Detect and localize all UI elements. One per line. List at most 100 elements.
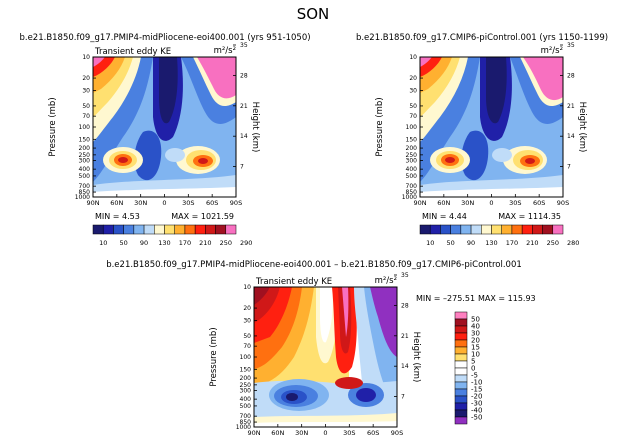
panel-picontrol: b.e21.B1850.f09_g17.CMIP6-piControl.001 … [356,33,608,221]
colorbar-swatch [92,224,104,235]
x-tick-label: 30S [509,199,521,207]
y-tick-label-right: 21 [567,103,575,110]
colorbar-label: -20 [471,393,482,401]
y-tick-label: 70 [409,113,417,120]
y-tick-label: 700 [406,183,418,190]
y-tick-label: 250 [240,382,252,389]
colorbar-label: 20 [471,337,480,345]
y-ticks-right: 35 28 21 14 7 [394,272,409,401]
y-tick-label: 50 [82,103,90,110]
colorbar-swatch [454,360,468,369]
colorbar-label: -50 [471,414,482,422]
min-label: MIN = 4.53 [95,212,140,221]
y-tick-label: 70 [243,343,251,350]
y-tick-label-right: 28 [401,302,409,309]
y-tick-label-right: 7 [240,164,244,171]
panel-midpliocene: b.e21.B1850.f09_g17.PMIP4-midPliocene-eo… [19,33,310,221]
colorbar-swatch [454,332,468,341]
y-tick-label: 150 [406,136,418,143]
colorbar-label: 0 [471,365,475,373]
units-label: m²/s² [541,46,563,56]
colorbar-label: 130 [158,239,170,247]
units-label: m²/s² [214,46,236,56]
x-tick-label: 90N [86,199,99,207]
x-ticks: 90N 60N 30N 0 30S 60S 90S [247,424,403,437]
units-label: m²/s² [375,276,397,286]
colorbar-swatch [491,224,502,235]
colorbar-swatch [454,353,468,362]
max-label: MAX = 1114.35 [498,212,561,221]
contour-field [420,57,563,197]
y-tick-label: 100 [406,124,418,131]
y-tick-label-right: 14 [401,363,409,370]
y-tick-label: 400 [240,396,252,403]
colorbar-swatch [113,224,124,235]
colorbar-label: 15 [471,344,480,352]
x-ticks: 90N 60N 30N 0 30S 60S 90S [86,194,242,207]
colorbar-swatch [225,224,237,235]
colorbar-midpliocene: 10 50 90 130 170 210 250 290 [92,224,252,247]
y-tick-label: 250 [406,152,418,159]
y-tick-label-right: 14 [240,133,248,140]
y-tick-label: 1000 [75,194,90,201]
diff-max-label: MAX = 115.93 [478,294,536,303]
x-tick-label: 60N [271,429,284,437]
colorbar-label: 290 [240,239,252,247]
colorbar-swatch [511,224,523,235]
y-tick-label: 20 [243,305,251,312]
x-tick-label: 30N [461,199,474,207]
y-tick-label: 1000 [402,194,417,201]
colorbar-label: 30 [471,330,480,338]
x-tick-label: 90N [247,429,260,437]
panel-subtitle: Transient eddy KE [94,47,171,57]
colorbar-label: -5 [471,372,478,380]
colorbar-swatch [164,224,175,235]
colorbar-label: 50 [447,239,455,247]
colorbar-swatch [123,224,135,235]
colorbar-swatch [419,224,431,235]
y-tick-label: 200 [79,145,91,152]
y-ticks-right: 35 28 21 14 7 [560,42,575,171]
colorbar-label: 250 [220,239,232,247]
colorbar-swatch [184,224,196,235]
colorbar-swatch [133,224,145,235]
colorbar-swatch [102,224,114,235]
colorbar-label: -40 [471,407,482,415]
y-tick-label: 150 [79,136,91,143]
colorbar-swatch [205,224,216,235]
x-tick-label: 60S [206,199,218,207]
colorbar-swatch [460,224,472,235]
y-axis-label-right: Height (km) [411,332,421,383]
y-tick-label-right: 35 [567,42,575,49]
colorbar-swatch [454,374,468,383]
y-tick-label: 50 [243,333,251,340]
y-tick-label: 10 [243,284,251,291]
colorbar-swatch [521,224,533,235]
y-axis-label: Pressure (mb) [375,97,385,156]
x-tick-label: 30N [134,199,147,207]
panel-subtitle: Transient eddy KE [255,277,332,287]
x-tick-label: 0 [489,199,493,207]
colorbar-swatch [454,325,468,334]
max-label: MAX = 1021.59 [171,212,234,221]
y-tick-label: 500 [79,173,91,180]
x-ticks: 90N 60N 30N 0 30S 60S 90S [413,194,569,207]
colorbar-swatch [542,224,554,235]
x-tick-label: 90S [557,199,569,207]
contour-field [254,287,397,427]
y-tick-label: 20 [409,75,417,82]
colorbar-picontrol: 10 50 90 130 170 210 250 280 [419,224,579,247]
colorbar-label: 10 [471,351,480,359]
y-tick-label-right: 7 [567,164,571,171]
colorbar-label: 40 [471,323,480,331]
colorbar-swatch [450,224,462,235]
y-tick-label: 70 [82,113,90,120]
colorbar-swatch [454,388,468,397]
colorbar-swatch [454,381,468,390]
x-tick-label: 90S [230,199,242,207]
y-tick-label-right: 35 [240,42,248,49]
colorbar-label: 90 [140,239,148,247]
